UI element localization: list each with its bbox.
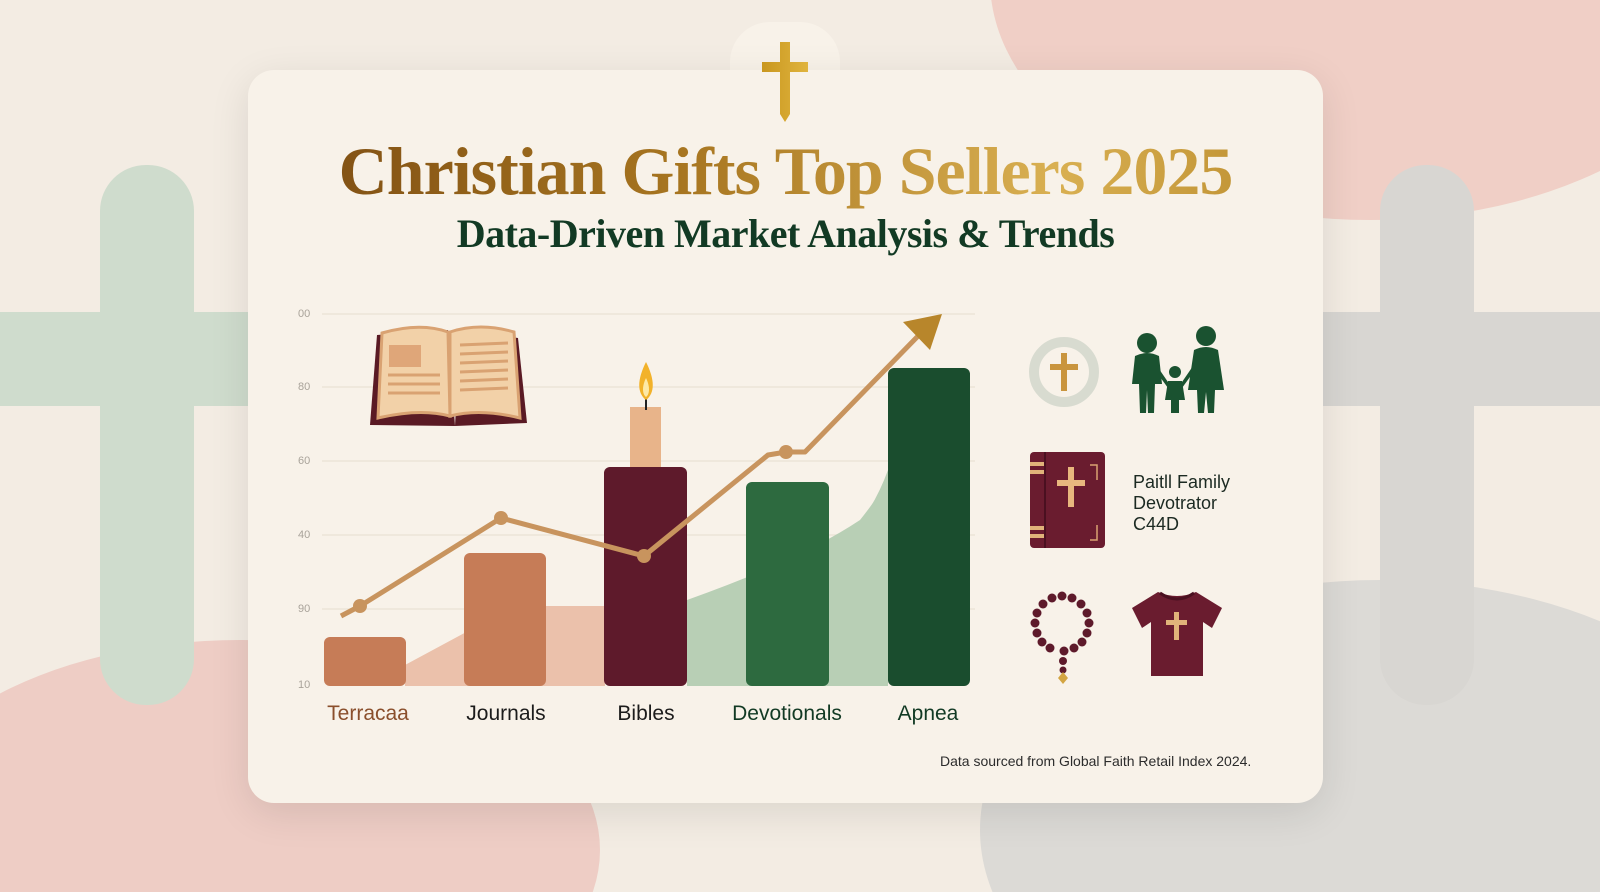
bg-cross-left-horizontal (0, 312, 260, 406)
bg-cross-left-vertical (100, 165, 194, 705)
candle-icon (630, 362, 661, 467)
bg-cross-right-horizontal (1310, 312, 1600, 406)
side-label-line2: Devotrator (1133, 493, 1218, 513)
source-note: Data sourced from Global Faith Retail In… (940, 753, 1252, 769)
rosary-icon (1030, 591, 1094, 684)
x-label-devotionals: Devotionals (732, 702, 842, 725)
bar-terracaa (324, 637, 406, 686)
bar-apparel (888, 368, 970, 686)
y-tick-label: 90 (298, 603, 311, 615)
cross-circle-icon (1029, 337, 1099, 407)
bar-bibles (604, 467, 687, 686)
bar-journals (464, 553, 546, 686)
y-tick-label: 60 (298, 455, 311, 467)
bible-icon (1030, 452, 1105, 548)
area-green-2 (828, 470, 888, 686)
x-label-apparel: Apnea (897, 702, 959, 725)
y-tick-label: 80 (298, 381, 311, 393)
bg-cross-right-vertical (1380, 165, 1474, 705)
trend-line (339, 314, 942, 619)
y-tick-label: 40 (298, 529, 311, 541)
side-panel-label: Paitll Family Devotrator C44D (1133, 472, 1230, 535)
page-title: Christian Gifts Top Sellers 2025 (248, 132, 1323, 211)
side-label-line1: Paitll Family (1133, 472, 1231, 492)
gold-cross-icon (762, 42, 808, 122)
bar-devotionals (746, 482, 829, 686)
family-icon (1132, 326, 1224, 413)
open-book-icon (370, 325, 527, 426)
y-tick-label: 00 (298, 308, 311, 320)
x-label-bibles: Bibles (617, 702, 675, 725)
tshirt-icon (1132, 591, 1222, 676)
x-label-journals: Journals (466, 702, 546, 725)
y-tick-label: 10 (298, 679, 311, 691)
x-label-terracaa: Terracaa (327, 702, 409, 725)
side-label-line3: C44D (1133, 514, 1180, 534)
page-subtitle: Data-Driven Market Analysis & Trends (456, 211, 1115, 256)
